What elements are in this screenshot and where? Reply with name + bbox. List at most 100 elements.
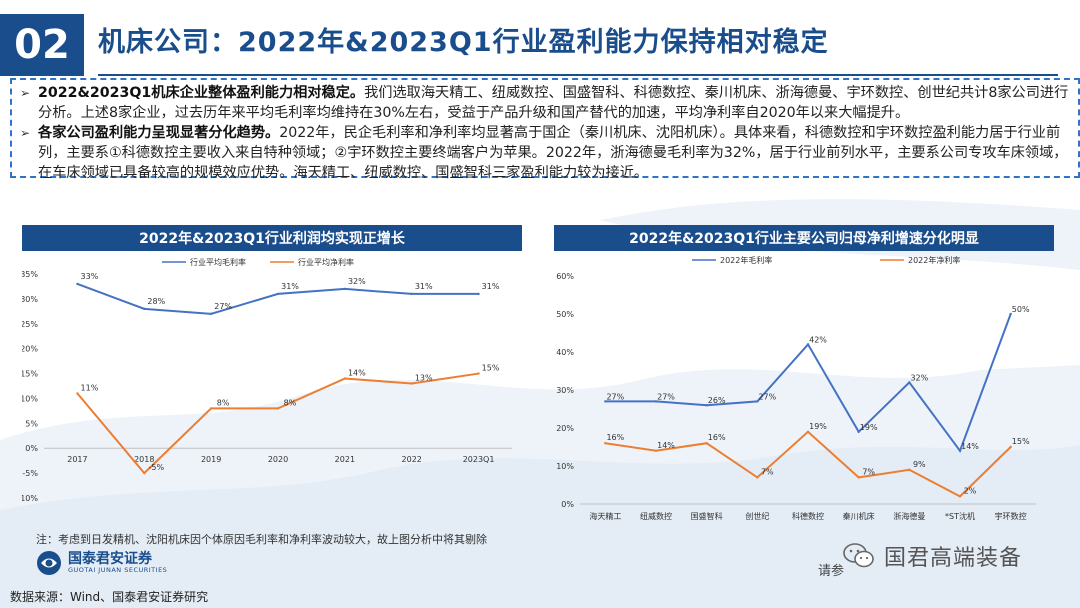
data-point [343,377,347,380]
data-point [654,449,658,452]
x-tick-label: 海天精工 [589,511,621,521]
data-label: 32% [348,277,366,286]
data-point [756,400,759,403]
data-label: 50% [1012,305,1030,314]
x-tick-label: 纽威数控 [640,511,672,521]
data-point [604,442,607,445]
data-point [1009,445,1012,449]
data-point [857,476,860,479]
data-point [143,307,146,311]
series-line-1 [605,313,1012,453]
data-point [1009,312,1012,316]
data-point [343,287,347,291]
chart-1-title: 2022年&2023Q1行业利润均实现正增长 [22,225,522,251]
data-point [908,381,911,384]
x-tick-label: 国盛智科 [691,511,723,521]
data-label: 9% [913,460,926,469]
data-label: 31% [281,282,299,291]
x-tick-label: 2021 [335,455,355,464]
y-tick-label: 60% [556,272,574,281]
x-tick-label: 宇环数控 [995,511,1027,521]
watermark: 国君高端装备 [842,540,1022,572]
chart-footnote: 注：考虑到日发精机、沈阳机床因个体原因毛利率和净利率波动较大，故上图分析中将其剔… [36,533,487,546]
data-label: 27% [657,392,675,401]
data-point [209,312,213,316]
logo-english-name: GUOTAI JUNAN SECURITIES [68,566,168,574]
data-label: 14% [657,441,675,450]
data-label: 14% [961,442,979,451]
bullet-text: 各家公司盈利能力呈现显著分化趋势。2022年，民企毛利率和净利率均显著高于国企（… [38,123,1070,183]
data-label: 27% [758,392,776,401]
data-label: 16% [708,433,726,442]
chart-2-title: 2022年&2023Q1行业主要公司归母净利增速分化明显 [554,225,1054,251]
y-tick-label: 10% [556,462,574,471]
data-point [857,430,860,433]
company-logo: 国泰君安证券 GUOTAI JUNAN SECURITIES [36,550,167,576]
data-label: 8% [284,398,297,407]
arrow-bullet-icon: ➢ [20,126,31,140]
data-point [958,495,962,498]
y-tick-label: 25% [22,320,38,329]
y-tick-label: -10% [22,494,38,503]
y-tick-label: 20% [556,424,574,433]
page-title: 机床公司：2022年&2023Q1行业盈利能力保持相对稳定 [98,27,829,58]
y-tick-label: 40% [556,348,574,357]
data-label: 2% [964,486,977,495]
data-label: 27% [214,302,232,311]
wechat-icon [843,543,874,568]
x-tick-label: 2020 [268,455,288,464]
y-tick-label: 15% [22,370,38,379]
data-point [604,400,607,403]
legend-label: 2022年净利率 [908,255,960,265]
data-label: 7% [761,467,774,476]
y-tick-label: 35% [22,270,38,279]
summary-box: ➢ 2022&2023Q1机床企业整体盈利能力相对稳定。我们选取海天精工、纽威数… [10,78,1080,181]
bullet-text: 2022&2023Q1机床企业整体盈利能力相对稳定。我们选取海天精工、纽威数控、… [38,83,1070,123]
data-point [276,292,280,296]
data-point [76,282,79,286]
data-point [76,392,79,395]
data-label: 33% [81,272,99,281]
y-tick-label: 50% [556,310,574,319]
data-point [209,407,213,410]
data-label: 15% [482,364,500,373]
section-divider [84,14,90,76]
y-tick-label: -5% [22,469,38,478]
data-label: 31% [415,282,433,291]
data-label: 26% [708,396,726,405]
data-label: 16% [606,433,624,442]
data-label: 8% [217,398,230,407]
bullet-item: ➢ 各家公司盈利能力呈现显著分化趋势。2022年，民企毛利率和净利率均显著高于国… [20,123,1070,183]
legend-label: 行业平均净利率 [298,257,354,267]
chart-2: 0% 10% 20% 30% 40% 50% 60% 海天精工 纽威数控 国盛智科 创世纪 科德数控 秦… [556,255,1036,521]
data-label: 28% [147,297,165,306]
x-tick-label: 科德数控 [792,511,824,521]
legend-label: 行业平均毛利率 [190,257,246,267]
x-tick-label: *ST沈机 [945,511,975,521]
y-tick-label: 0% [561,500,574,509]
data-point [705,442,708,445]
x-tick-label: 2018 [134,455,154,464]
data-label: 19% [809,422,827,431]
x-tick-label: 秦川机床 [843,511,875,521]
y-tick-label: 0% [25,444,38,453]
data-source: 数据来源：Wind、国泰君安证券研究 [10,590,209,604]
bullet-heading: 2022&2023Q1机床企业整体盈利能力相对稳定。 [38,85,365,101]
data-point [143,471,146,475]
y-tick-label: 20% [22,345,38,354]
data-label: 13% [415,374,433,383]
data-point [654,400,658,403]
faded-text: 请参 [818,564,845,579]
data-point [477,372,480,375]
legend-label: 2022年毛利率 [720,255,772,265]
bullet-body: 2022年，民企毛利率和净利率均显著高于国企（秦川机床、沈阳机床）。具体来看，科… [38,125,1068,181]
x-tick-label: 2023Q1 [463,455,495,464]
arrow-bullet-icon: ➢ [20,86,31,100]
data-label: 42% [809,335,827,344]
watermark-text: 国君高端装备 [884,546,1023,571]
data-label: 15% [1012,437,1030,446]
data-label: 11% [81,383,99,392]
bullet-item: ➢ 2022&2023Q1机床企业整体盈利能力相对稳定。我们选取海天精工、纽威数… [20,83,1070,123]
data-point [276,407,280,410]
data-point [806,430,810,433]
